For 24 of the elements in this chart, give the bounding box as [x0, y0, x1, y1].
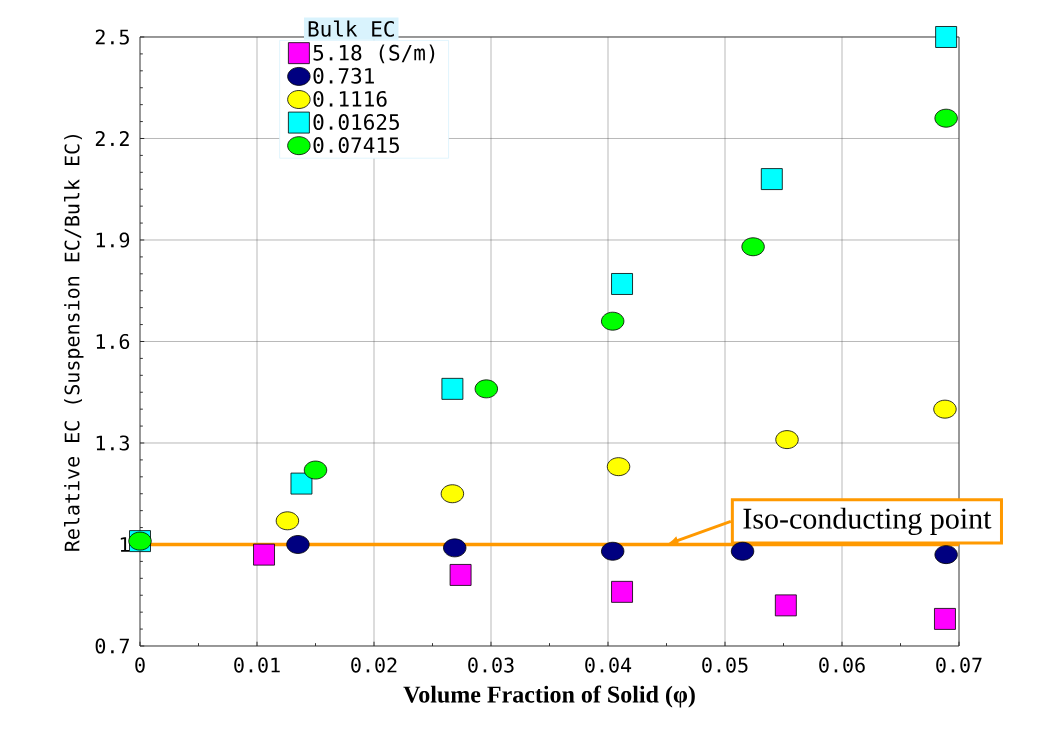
legend-label: 0.731 — [313, 67, 374, 84]
y-tick-label: 1.3 — [96, 435, 129, 451]
x-tick-label: 0.03 — [468, 657, 514, 673]
legend-label: 0.1116 — [313, 90, 387, 107]
x-axis-title: Volume Fraction of Solid (φ) — [403, 685, 695, 708]
y-tick-label: 1 — [120, 537, 130, 552]
y-axis-title: Relative EC (Suspension EC/Bulk EC) — [64, 134, 84, 551]
y-tick-label: 2.5 — [95, 29, 129, 45]
annotation: Iso-conducting point — [743, 507, 992, 535]
y-tick-label: 1.6 — [96, 333, 130, 350]
x-tick-label: 0.07 — [936, 657, 982, 673]
x-tick-label: 0.04 — [585, 657, 632, 673]
x-tick-label: 0 — [135, 657, 145, 673]
x-tick-label: 0.06 — [819, 657, 865, 673]
x-tick-label: 0.01 — [234, 657, 280, 673]
y-tick-label: 0.7 — [95, 638, 129, 654]
x-tick-label: 0.05 — [702, 657, 748, 673]
legend-title: Bulk EC — [308, 20, 394, 37]
y-tick-label: 2.2 — [95, 131, 129, 146]
legend-label: 5.18 (S/m) — [313, 44, 435, 64]
legend-label: 0.01625 — [313, 114, 399, 130]
x-tick-label: 0.02 — [351, 657, 397, 673]
legend-label: 0.07415 — [313, 137, 399, 154]
y-tick-label: 1.9 — [96, 232, 130, 248]
